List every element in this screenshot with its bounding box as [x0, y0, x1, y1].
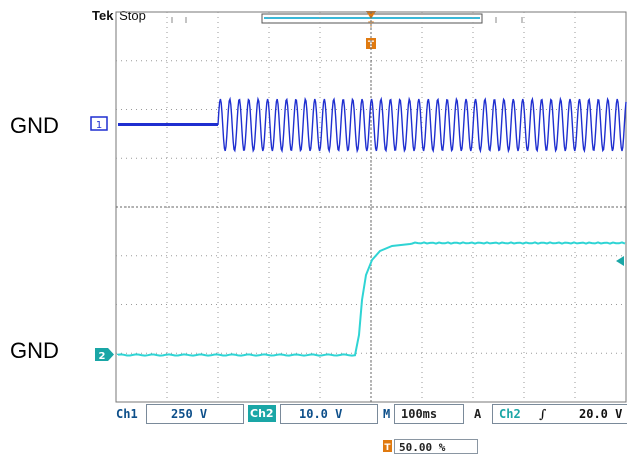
ch2-marker-label: 2: [99, 351, 106, 362]
ch2-label: Ch2: [248, 405, 276, 422]
trigger-box[interactable]: Ch2 ∫ 20.0 V: [492, 404, 627, 424]
record-bar: T T: [171, 11, 523, 50]
timebase-box[interactable]: 100ms: [394, 404, 464, 424]
trigger-slope-icon: ∫: [539, 407, 546, 421]
timebase-label: M: [383, 407, 391, 421]
trigger-level: 20.0 V: [579, 407, 623, 421]
ch1-label: Ch1: [116, 407, 138, 421]
ch1-marker-label: 1: [96, 120, 102, 131]
ch1-scale-box[interactable]: 250 V: [146, 404, 244, 424]
ch2-scale: 10.0 V: [299, 407, 343, 421]
ch2-ground-marker[interactable]: 2: [94, 347, 118, 363]
ch2-scale-box[interactable]: 10.0 V: [280, 404, 378, 424]
trigger-position-icon: T: [383, 440, 392, 452]
trigger-position-readout[interactable]: 50.00 %: [394, 439, 478, 454]
graticule: [115, 11, 627, 403]
ch1-scale: 250 V: [171, 407, 208, 421]
timebase-scale: 100ms: [401, 407, 438, 421]
ch1-ground-label: GND: [10, 113, 59, 138]
ch1-trace: [118, 96, 627, 154]
trigger-mode: A: [474, 407, 482, 421]
brand-logo: Tek: [92, 8, 114, 23]
ch1-ground-marker[interactable]: 1: [90, 116, 114, 132]
trigger-level-indicator: [616, 256, 624, 266]
ch2-trace: [117, 241, 626, 357]
ch2-ground-label: GND: [10, 338, 59, 363]
trigger-source: Ch2: [499, 407, 521, 421]
svg-text:T: T: [384, 443, 391, 452]
